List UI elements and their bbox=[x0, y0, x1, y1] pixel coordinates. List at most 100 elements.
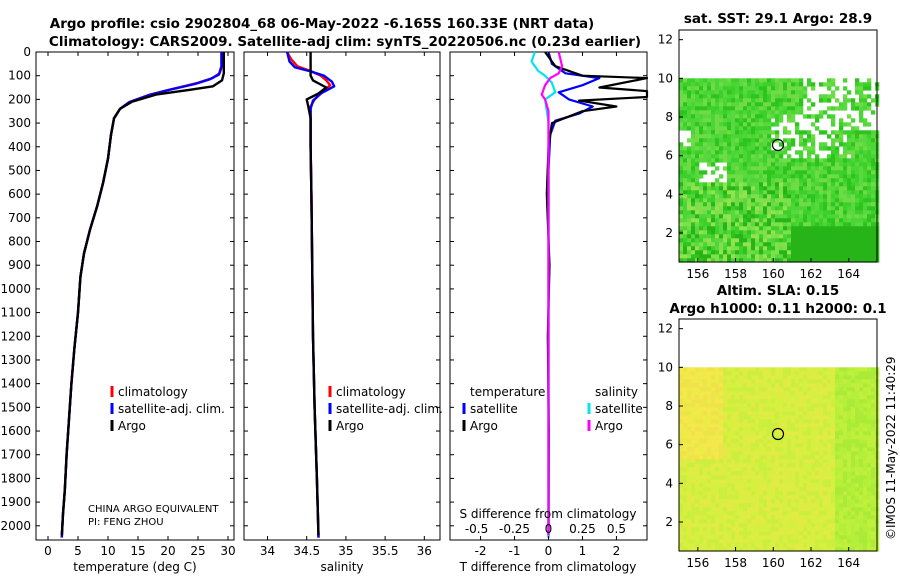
map-cell bbox=[695, 198, 700, 203]
map-cell bbox=[771, 499, 776, 504]
map-cell bbox=[719, 242, 724, 247]
map-cell bbox=[735, 487, 740, 492]
map-cell bbox=[695, 395, 700, 400]
map-cell bbox=[851, 443, 856, 448]
temperature-panel: 0 5 10 15 20 25 30 temperature (deg C) climato… bbox=[35, 51, 236, 574]
map-cell bbox=[783, 178, 788, 183]
map-cell bbox=[743, 487, 748, 492]
map-cell bbox=[791, 86, 796, 91]
map-cell bbox=[795, 467, 800, 472]
map-cell bbox=[731, 491, 736, 496]
map-cell bbox=[763, 487, 768, 492]
map-cell bbox=[715, 226, 720, 231]
map-cell bbox=[695, 150, 700, 155]
map-cell bbox=[811, 507, 816, 512]
map-cell bbox=[871, 399, 876, 404]
map-cell bbox=[827, 419, 832, 424]
map-cell bbox=[847, 531, 852, 536]
map-cell bbox=[859, 543, 864, 548]
map-cell bbox=[759, 399, 764, 404]
map-cell bbox=[695, 174, 700, 179]
map-cell bbox=[719, 375, 724, 380]
map-cell bbox=[767, 130, 772, 135]
map-cell bbox=[703, 463, 708, 468]
map-cell bbox=[787, 399, 792, 404]
map-cell bbox=[687, 495, 692, 500]
map-cell bbox=[751, 523, 756, 528]
map-cell bbox=[727, 491, 732, 496]
map-cell bbox=[703, 539, 708, 544]
map-cell bbox=[843, 130, 848, 135]
legend-satellite: satellite-adj. clim. bbox=[118, 402, 225, 416]
map-cell bbox=[819, 82, 824, 87]
map-cell bbox=[839, 503, 844, 508]
map-cell bbox=[831, 170, 836, 175]
map-cell bbox=[803, 499, 808, 504]
map-cell bbox=[715, 495, 720, 500]
map-cell bbox=[859, 367, 864, 372]
map-cell bbox=[735, 531, 740, 536]
map-cell bbox=[775, 190, 780, 195]
map-cell bbox=[755, 258, 760, 263]
map-cell bbox=[731, 210, 736, 215]
map-cell bbox=[851, 230, 856, 235]
map-cell bbox=[827, 403, 832, 408]
map-cell bbox=[855, 375, 860, 380]
map-cell bbox=[871, 531, 876, 536]
map-cell bbox=[791, 423, 796, 428]
map-cell bbox=[827, 190, 832, 195]
map-cell bbox=[819, 495, 824, 500]
map-cell bbox=[683, 471, 688, 476]
map-cell bbox=[751, 483, 756, 488]
map-cell bbox=[735, 407, 740, 412]
map-cell bbox=[851, 202, 856, 207]
map-cell bbox=[827, 202, 832, 207]
map-cell bbox=[719, 483, 724, 488]
map-cell bbox=[867, 547, 872, 552]
map-cell bbox=[683, 403, 688, 408]
map-cell bbox=[831, 210, 836, 215]
map-cell bbox=[747, 134, 752, 139]
map-cell bbox=[779, 118, 784, 123]
map-cell bbox=[743, 166, 748, 171]
map-cell bbox=[807, 242, 812, 247]
map-cell bbox=[803, 467, 808, 472]
map-cell bbox=[847, 399, 852, 404]
map-cell bbox=[819, 515, 824, 520]
map-cell bbox=[831, 218, 836, 223]
map-cell bbox=[687, 427, 692, 432]
map-cell bbox=[803, 258, 808, 263]
map-cell bbox=[855, 174, 860, 179]
map-cell bbox=[691, 399, 696, 404]
map-cell bbox=[691, 230, 696, 235]
map-cell bbox=[815, 114, 820, 119]
map-cell bbox=[767, 383, 772, 388]
map-cell bbox=[723, 531, 728, 536]
map-cell bbox=[823, 451, 828, 456]
map-cell bbox=[771, 371, 776, 376]
map-cell bbox=[763, 407, 768, 412]
map-cell bbox=[755, 491, 760, 496]
map-cell bbox=[775, 210, 780, 215]
map-cell bbox=[791, 234, 796, 239]
map-cell bbox=[703, 250, 708, 255]
map-cell bbox=[831, 487, 836, 492]
map-cell bbox=[691, 431, 696, 436]
map-cell bbox=[791, 535, 796, 540]
map-cell bbox=[687, 459, 692, 464]
map-cell bbox=[703, 491, 708, 496]
map-cell bbox=[719, 463, 724, 468]
map-cell bbox=[779, 150, 784, 155]
map-cell bbox=[719, 174, 724, 179]
map-cell bbox=[687, 471, 692, 476]
map-cell bbox=[747, 459, 752, 464]
map-cell bbox=[727, 130, 732, 135]
map-cell bbox=[747, 98, 752, 103]
map-cell bbox=[699, 523, 704, 528]
map-cell bbox=[787, 86, 792, 91]
map-cell bbox=[807, 138, 812, 143]
map-cell bbox=[843, 246, 848, 251]
map-cell bbox=[763, 110, 768, 115]
map-cell bbox=[799, 503, 804, 508]
map-cell bbox=[859, 547, 864, 552]
